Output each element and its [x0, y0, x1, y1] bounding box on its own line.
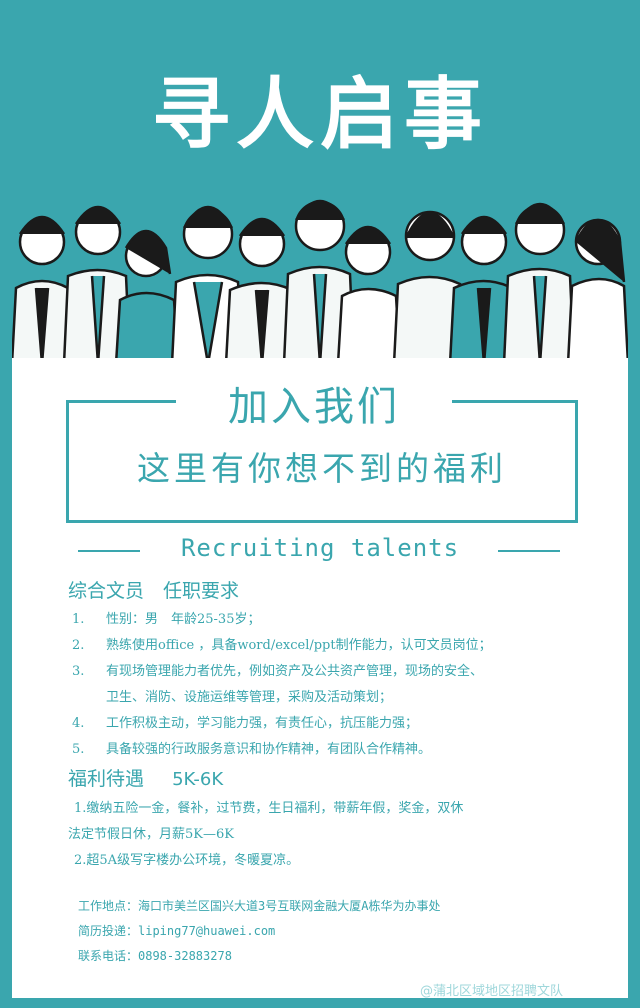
position-title: 综合文员 任职要求 [68, 580, 240, 602]
welfare-item: 1.缴纳五险一金，餐补，过节费，生日福利，带薪年假，奖金，双休 [74, 801, 464, 816]
contact-phone: 联系电话：0898-32883278 [78, 949, 232, 963]
person-figure [12, 199, 628, 364]
recruit-line-left [78, 550, 140, 552]
header-frame [66, 400, 578, 523]
welfare-item: 法定节假日休，月薪5K—6K [68, 827, 234, 842]
resume-email: 简历投递：liping77@huawei.com [78, 924, 276, 938]
contact-info: 工作地点：海口市美兰区国兴大道3号互联网金融大厦A栋华为办事处 简历投递：lip… [78, 894, 440, 969]
work-address: 工作地点：海口市美兰区国兴大道3号互联网金融大厦A栋华为办事处 [78, 899, 441, 913]
requirement-item: 5. 具备较强的行政服务意识和协作精神，有团队合作精神。 [72, 742, 432, 757]
benefit-slogan: 这里有你想不到的福利 [137, 449, 507, 488]
poster-title: 寻人启事 [151, 70, 488, 160]
recruiting-heading: Recruiting talents [180, 534, 460, 562]
frame-top-right [452, 400, 578, 403]
requirement-item: 4. 工作积极主动，学习能力强，有责任心，抗压能力强； [72, 716, 419, 731]
welfare-heading: 福利待遇 5K-6K [68, 764, 223, 791]
welfare-title: 福利待遇 [68, 768, 145, 790]
welfare-list: 1.缴纳五险一金，餐补，过节费，生日福利，带薪年假，奖金，双休 法定节假日休，月… [68, 796, 594, 874]
requirement-item: 1. 性别：男 年龄25-35岁； [72, 612, 261, 627]
requirement-continuation: 卫生、消防、设施运维等管理，采购及活动策划； [106, 690, 393, 705]
salary-range: 5K-6K [172, 769, 224, 790]
frame-top-left [66, 400, 176, 403]
join-us-heading: 加入我们 [228, 384, 400, 430]
welfare-item: 2.超5A级写字楼办公环境，冬暖夏凉。 [74, 853, 300, 868]
content-card: 加入我们 这里有你想不到的福利 Recruiting talents 综合文员 … [12, 358, 628, 998]
requirement-item: 3. 有现场管理能力者优先，例如资产及公共资产管理，现场的安全、 [72, 664, 484, 679]
recruit-line-right [498, 550, 560, 552]
requirement-item: 2. 熟练使用office ，具备word/excel/ppt制作能力，认可文员岗… [72, 638, 492, 653]
watermark: @蒲北区域地区招聘文队 [420, 984, 564, 999]
requirements-list: 1. 性别：男 年龄25-35岁； 2. 熟练使用office ，具备word/ex… [72, 607, 492, 763]
office-workers-illustration [12, 199, 628, 364]
